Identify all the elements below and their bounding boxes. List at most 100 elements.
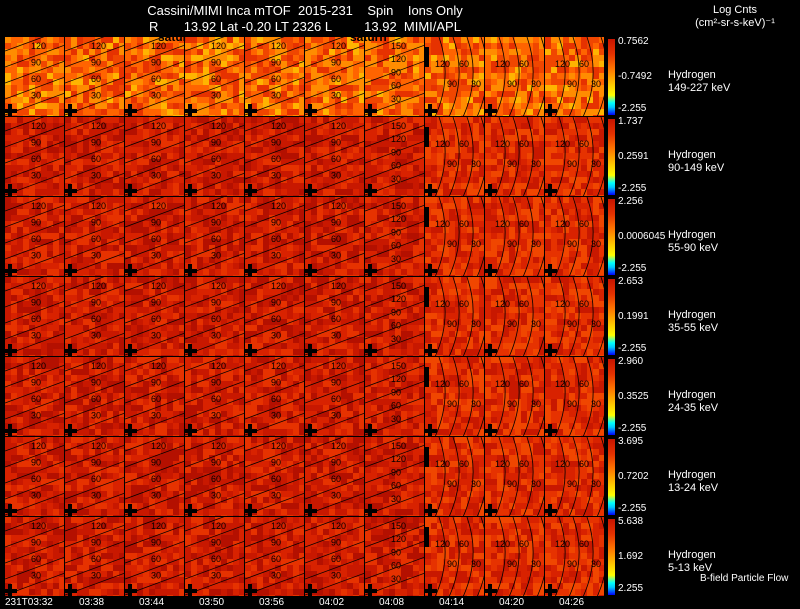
contour-label: 120	[555, 59, 570, 69]
spacecraft-marker-icon	[185, 344, 197, 356]
spectrogram-panel: 120 90 60 30	[245, 277, 304, 356]
contour-label: 60	[151, 154, 161, 164]
spacecraft-marker-icon	[5, 104, 17, 116]
colorbar-max: 0.7562	[618, 36, 649, 47]
contour-label: 90	[391, 467, 401, 477]
contour-label: 120	[211, 121, 226, 131]
spacecraft-marker-icon	[125, 264, 137, 276]
contour-label: 120	[331, 121, 346, 131]
contour-label: 90	[211, 378, 221, 388]
colorbar	[608, 279, 615, 355]
contour-label: 90	[151, 298, 161, 308]
spectrogram-panel: 120 90 60 30	[5, 517, 64, 596]
contour-label: 90	[331, 378, 341, 388]
contour-label: 120	[31, 121, 46, 131]
contour-label: 30	[331, 251, 341, 261]
contour-label: 30	[391, 174, 401, 184]
contour-label: 120	[31, 361, 46, 371]
contour-label: 30	[91, 491, 101, 501]
energy-range: 24-35 keV	[668, 402, 719, 414]
contour-label: 60	[331, 74, 341, 84]
contour-label: 60	[459, 539, 469, 549]
contour-label: 30	[31, 91, 41, 101]
contour-label: 30	[591, 479, 601, 489]
contour-label: 90	[151, 138, 161, 148]
contour-label: 30	[591, 399, 601, 409]
contour-label: 90	[331, 138, 341, 148]
time-tick-label: 04:02	[319, 597, 345, 608]
contour-label: 120	[91, 441, 106, 451]
energy-range: 149-227 keV	[668, 82, 731, 94]
time-tick-label: 03:44	[139, 597, 165, 608]
spectrogram-panel: 120 90 60 30	[125, 437, 184, 516]
contour-label: 30	[471, 399, 481, 409]
colorbar	[608, 199, 615, 275]
contour-label: 60	[271, 474, 281, 484]
contour-label: 120	[211, 41, 226, 51]
contour-label: 60	[211, 154, 221, 164]
contour-label: 30	[471, 79, 481, 89]
contour-label: 120	[91, 201, 106, 211]
species-label: Hydrogen 55-90 keV	[668, 229, 718, 255]
contour-label: 60	[151, 234, 161, 244]
contour-label: 30	[91, 571, 101, 581]
contour-label: 90	[331, 218, 341, 228]
time-tick-label: 04:26	[559, 597, 585, 608]
contour-label: 30	[591, 559, 601, 569]
contour-label: 30	[91, 91, 101, 101]
contour-label: 60	[91, 554, 101, 564]
colorbar	[608, 359, 615, 435]
spectrogram-panel: 120 90 60 30	[65, 37, 124, 116]
spectrogram-panel: 120 90 60 30	[125, 37, 184, 116]
contour-label: 90	[567, 79, 577, 89]
contour-label: 30	[271, 91, 281, 101]
contour-label: 60	[151, 554, 161, 564]
contour-label: 30	[211, 91, 221, 101]
contour-label: 60	[211, 314, 221, 324]
contour-label: 120	[31, 201, 46, 211]
spectrogram-panel: 120 90 60 30	[245, 37, 304, 116]
contour-label: 30	[531, 159, 541, 169]
contour-label: 60	[151, 474, 161, 484]
spectrogram-panel: 150 120 90 60 30	[365, 277, 424, 356]
contour-label: 120	[211, 521, 226, 531]
contour-label: 90	[567, 399, 577, 409]
spectrogram-panel: 120 90 60 30	[5, 197, 64, 276]
contour-label: 30	[391, 574, 401, 584]
contour-label: 60	[459, 219, 469, 229]
contour-label: 90	[91, 538, 101, 548]
contour-label: 60	[579, 379, 589, 389]
spacecraft-marker-icon	[485, 584, 497, 596]
spacecraft-marker-icon	[545, 184, 557, 196]
contour-label: 30	[271, 331, 281, 341]
spacecraft-marker-icon	[365, 424, 377, 436]
spectrogram-panel: 120 90 60 30	[245, 517, 304, 596]
contour-label: 120	[271, 361, 286, 371]
contour-label: 90	[507, 559, 517, 569]
spectrogram-panel: 120 90 60 30	[485, 277, 544, 356]
spacecraft-marker-icon	[425, 504, 437, 516]
contour-label: 30	[391, 94, 401, 104]
contour-label: 120	[555, 459, 570, 469]
spectrogram-panel: 150 120 90 60 30	[365, 437, 424, 516]
spectrogram-panel: 120 90 60 30	[485, 357, 544, 436]
panel-image: 150 120 90 60 30	[365, 437, 424, 516]
contour-label: 90	[31, 458, 41, 468]
time-tick-label: 03:50	[199, 597, 225, 608]
contour-label: 90	[151, 58, 161, 68]
